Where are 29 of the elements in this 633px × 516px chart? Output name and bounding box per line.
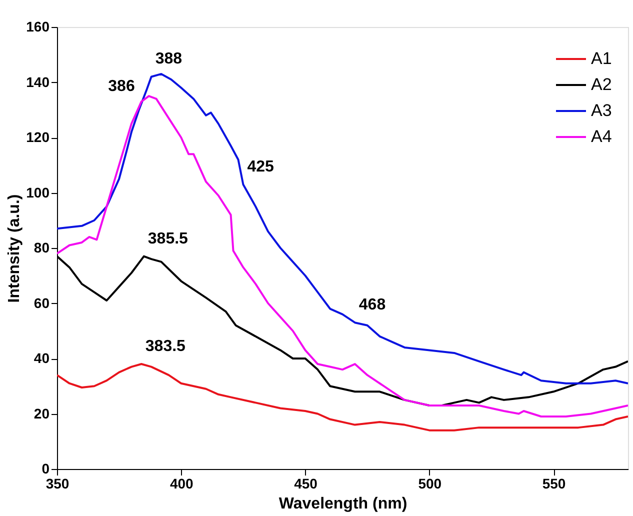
- y-tick-label: 140: [26, 74, 50, 90]
- annotation: 388: [155, 50, 182, 68]
- y-tick-label: 20: [34, 405, 50, 422]
- y-tick-label: 100: [26, 184, 50, 200]
- x-tick-label: 500: [418, 476, 442, 492]
- x-tick-label: 400: [170, 476, 194, 492]
- legend-label: A4: [591, 127, 612, 146]
- y-tick-label: 40: [34, 350, 50, 366]
- line-series: [57, 72, 628, 384]
- y-axis-title: Intensity (a.u.): [6, 194, 24, 303]
- annotation: 468: [358, 296, 386, 314]
- x-tick-label: 450: [294, 476, 318, 492]
- legend-label: A1: [591, 49, 612, 68]
- line-series: [57, 363, 628, 432]
- x-axis-title: Wavelength (nm): [278, 496, 408, 512]
- x-tick-label: 550: [542, 476, 566, 492]
- x-tick-label: 350: [46, 476, 70, 492]
- y-tick-label: 60: [34, 294, 50, 311]
- legend-label: A2: [591, 75, 612, 94]
- y-tick-label: 80: [34, 240, 50, 256]
- y-tick-label: 160: [26, 18, 50, 34]
- legend-label: A3: [591, 101, 612, 120]
- line-series: [57, 95, 628, 418]
- annotation: 425: [247, 158, 274, 176]
- annotation: 386: [108, 78, 135, 96]
- annotation: 385.5: [148, 230, 188, 248]
- y-tick-label: 120: [26, 129, 50, 145]
- y-tick-label: 0: [42, 460, 50, 476]
- annotation: 383.5: [145, 338, 186, 356]
